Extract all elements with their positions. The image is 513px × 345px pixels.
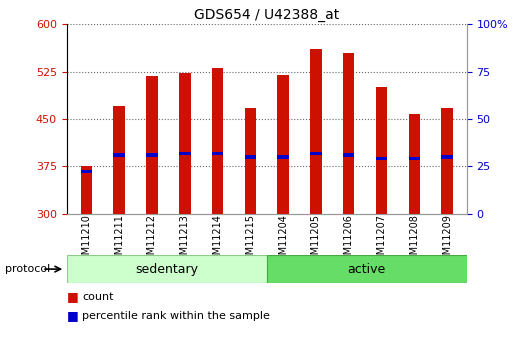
Text: ■: ■ xyxy=(67,290,78,303)
Bar xyxy=(343,154,354,157)
Bar xyxy=(113,106,125,214)
Bar xyxy=(310,152,322,155)
Text: protocol: protocol xyxy=(5,264,50,274)
Text: GSM11215: GSM11215 xyxy=(245,214,255,267)
Text: GSM11206: GSM11206 xyxy=(344,214,354,267)
Bar xyxy=(343,52,354,214)
Bar xyxy=(212,152,223,155)
Bar xyxy=(81,166,92,214)
Bar xyxy=(245,108,256,214)
Bar xyxy=(179,73,190,214)
Bar xyxy=(81,170,92,173)
Bar xyxy=(409,114,420,214)
Text: GSM11205: GSM11205 xyxy=(311,214,321,267)
Bar xyxy=(441,108,453,214)
Bar xyxy=(267,255,467,283)
Bar xyxy=(441,155,453,159)
Bar xyxy=(179,152,190,155)
Text: GSM11209: GSM11209 xyxy=(442,214,452,267)
Bar xyxy=(146,154,157,157)
Text: GSM11211: GSM11211 xyxy=(114,214,124,267)
Text: GSM11212: GSM11212 xyxy=(147,214,157,267)
Text: GSM11213: GSM11213 xyxy=(180,214,190,267)
Text: GSM11210: GSM11210 xyxy=(82,214,91,267)
Text: GSM11214: GSM11214 xyxy=(212,214,223,267)
Text: active: active xyxy=(348,263,386,276)
Text: GSM11208: GSM11208 xyxy=(409,214,419,267)
Bar xyxy=(376,157,387,160)
Bar xyxy=(278,75,289,214)
Text: GSM11207: GSM11207 xyxy=(377,214,387,267)
Bar xyxy=(409,157,420,160)
Text: sedentary: sedentary xyxy=(135,263,198,276)
Title: GDS654 / U42388_at: GDS654 / U42388_at xyxy=(194,8,340,22)
Bar xyxy=(113,154,125,157)
Bar xyxy=(310,49,322,214)
Bar xyxy=(278,155,289,159)
Text: ■: ■ xyxy=(67,309,78,322)
Bar xyxy=(146,76,157,214)
Text: count: count xyxy=(82,292,113,302)
Bar xyxy=(376,87,387,214)
Bar xyxy=(67,255,267,283)
Text: GSM11204: GSM11204 xyxy=(278,214,288,267)
Text: percentile rank within the sample: percentile rank within the sample xyxy=(82,311,270,321)
Bar xyxy=(245,155,256,159)
Bar xyxy=(212,68,223,214)
